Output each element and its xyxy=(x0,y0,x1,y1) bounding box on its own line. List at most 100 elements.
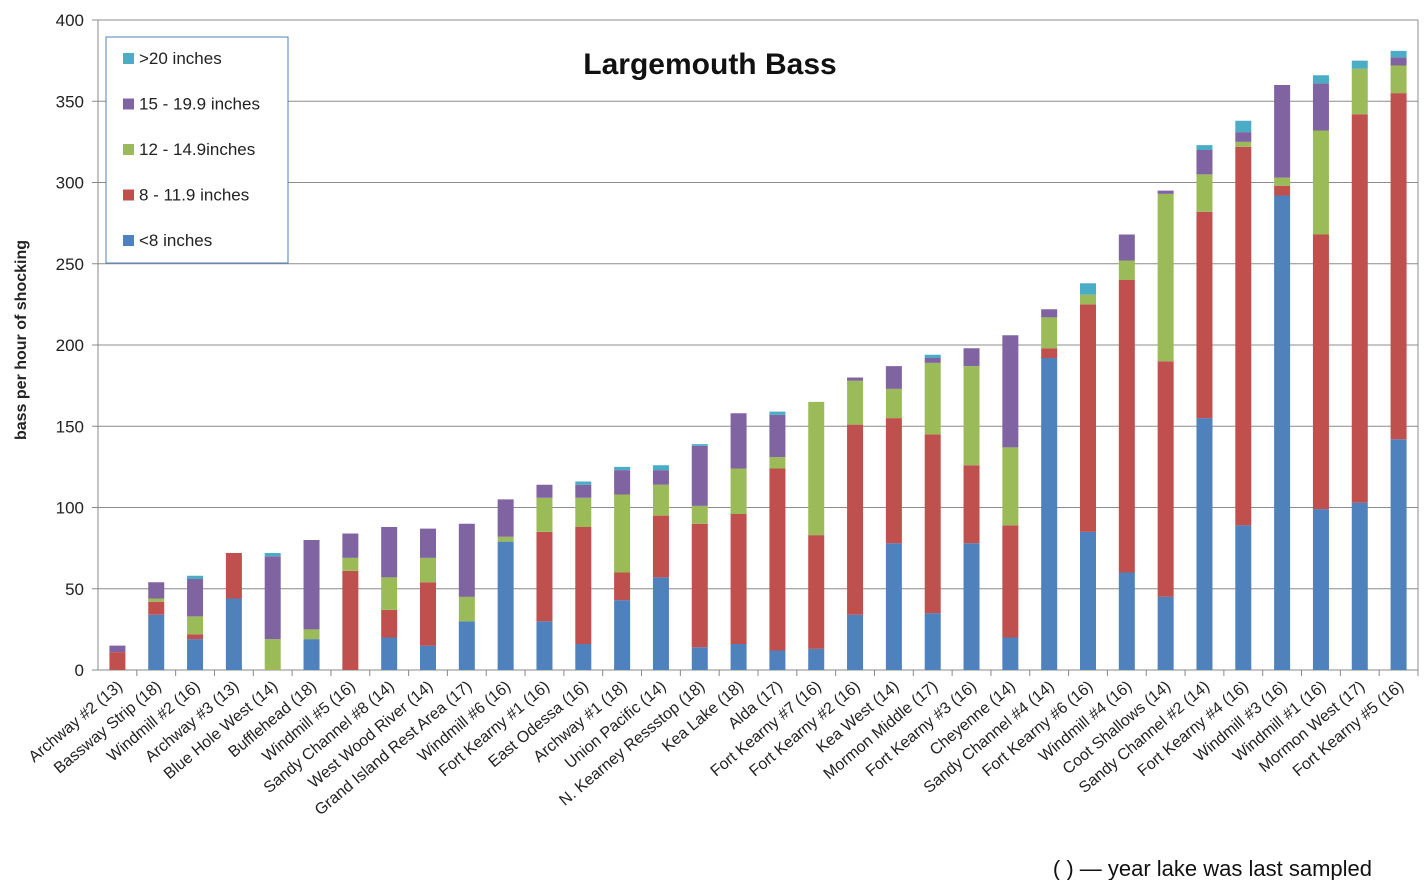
bar-segment xyxy=(730,468,747,514)
bar-segment xyxy=(1157,596,1174,670)
bar-segment xyxy=(187,639,204,670)
bar-segment xyxy=(1390,57,1407,66)
bar-segment xyxy=(381,609,398,638)
bar-segment xyxy=(1351,502,1368,670)
bar-segment xyxy=(1041,358,1058,670)
bar-segment xyxy=(1235,141,1252,147)
bar-segment xyxy=(769,457,786,469)
bar-segment xyxy=(109,652,126,670)
bar-segment xyxy=(963,366,980,466)
bar-segment xyxy=(730,514,747,644)
legend-entry: <8 inches xyxy=(139,231,212,250)
bar-segment xyxy=(1390,439,1407,670)
bar-segment xyxy=(575,497,592,527)
legend-swatch xyxy=(123,144,134,155)
bar-segment xyxy=(187,575,204,579)
bar-segment xyxy=(420,557,436,583)
bar-segment xyxy=(924,434,941,614)
bar-segment xyxy=(1235,120,1252,133)
legend-swatch xyxy=(123,98,134,110)
y-tick-label: 350 xyxy=(56,92,84,111)
y-tick-label: 400 xyxy=(56,11,84,30)
bar-segment xyxy=(1274,85,1291,178)
legend-entry: 15 - 19.9 inches xyxy=(139,95,260,114)
bar-segment xyxy=(691,444,708,446)
bar-segment xyxy=(264,556,281,640)
bar-segment xyxy=(536,621,553,670)
bar-segment xyxy=(963,543,980,670)
bar-segment xyxy=(536,531,553,622)
y-tick-label: 150 xyxy=(56,417,84,436)
bar-segment xyxy=(1002,637,1019,670)
legend-swatch xyxy=(123,235,134,246)
bar-segment xyxy=(691,505,708,524)
bar-segment xyxy=(458,523,475,597)
bar-segment xyxy=(420,528,436,558)
legend-box xyxy=(105,36,289,264)
bar-segment xyxy=(187,616,204,635)
bar-segment xyxy=(420,582,436,646)
bar-segment xyxy=(420,645,436,670)
bar-segment xyxy=(1235,525,1252,670)
bar-segment xyxy=(847,614,864,670)
bar-segment xyxy=(303,629,320,640)
bar-segment xyxy=(1080,531,1096,670)
bar-segment xyxy=(769,411,786,415)
legend: >20 inches 15 - 19.9 inches 12 - 14.9inche… xyxy=(105,36,289,264)
legend-entry: >20 inches xyxy=(139,49,222,68)
bar-segment xyxy=(885,418,902,544)
bar-segment xyxy=(458,621,475,670)
bar-segment xyxy=(1390,65,1407,94)
bar-segment xyxy=(264,553,281,557)
bar-segment xyxy=(652,515,669,578)
bar-segment xyxy=(1196,150,1213,175)
legend-entry: 8 - 11.9 inches xyxy=(139,186,249,205)
bar-segment xyxy=(109,645,126,653)
legend-swatch xyxy=(123,189,134,201)
y-tick-label: 300 xyxy=(56,174,84,193)
bar-segment xyxy=(1002,525,1019,638)
bar-segment xyxy=(1041,309,1058,318)
bar-segment xyxy=(847,380,864,425)
legend-entry: 12 - 14.9inches xyxy=(139,140,255,159)
bar-segment xyxy=(769,468,786,651)
bar-segment xyxy=(614,600,631,670)
bar-segment xyxy=(652,577,669,670)
bar-segment xyxy=(614,494,631,573)
bar-segment xyxy=(1118,572,1135,670)
bar-segment xyxy=(1351,60,1368,69)
bar-segment xyxy=(1312,234,1329,510)
bar-segment xyxy=(497,499,514,537)
bar-segment xyxy=(1312,83,1329,131)
bar-segment xyxy=(1274,177,1291,186)
bar-segment xyxy=(1196,145,1213,150)
chart-title: Largemouth Bass xyxy=(583,48,836,81)
bar-segment xyxy=(148,582,165,599)
bar-segment xyxy=(691,523,708,648)
bar-segment xyxy=(575,527,592,644)
bar-segment xyxy=(1080,304,1096,532)
bar-segment xyxy=(458,596,475,622)
bar-segment xyxy=(497,541,514,670)
bar-segment xyxy=(847,377,864,381)
bar-segment xyxy=(225,598,242,670)
bar-segment xyxy=(614,466,631,471)
bar-segment xyxy=(148,614,165,670)
y-tick-label: 0 xyxy=(75,661,84,680)
bar-segment xyxy=(1157,190,1174,194)
footnote: ( ) — year lake was last sampled xyxy=(1053,856,1372,880)
bar-segment xyxy=(303,540,320,630)
bar-segment xyxy=(924,354,941,358)
bar-segment xyxy=(381,527,398,578)
bar-segment xyxy=(381,577,398,610)
bar-segment xyxy=(225,553,242,599)
bar-segment xyxy=(187,579,204,617)
bar-segment xyxy=(497,536,514,542)
bar-segment xyxy=(614,572,631,601)
bar-segment xyxy=(924,358,941,363)
bar-segment xyxy=(148,601,165,615)
y-tick-label: 250 xyxy=(56,255,84,274)
bar-segment xyxy=(1196,174,1213,212)
bar-segment xyxy=(575,644,592,670)
